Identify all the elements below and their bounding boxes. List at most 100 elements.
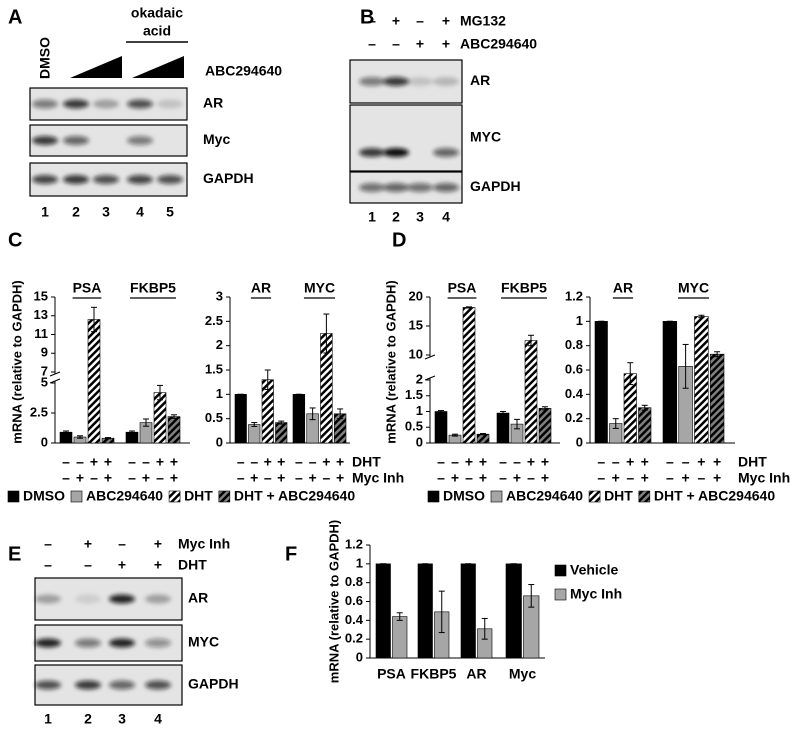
category-label: AR	[466, 666, 486, 682]
axis-break	[49, 378, 61, 384]
treatment-label: Myc Inh	[352, 470, 404, 486]
y-tick-label: 0	[576, 434, 583, 449]
legend-label: DHT	[184, 488, 213, 504]
treatment-sign: +	[465, 454, 473, 470]
bar	[538, 408, 552, 444]
dose-wedge	[132, 56, 184, 78]
treatment-sign: +	[392, 13, 400, 29]
band-label: Myc	[203, 131, 230, 147]
y-tick-label: 1.5	[205, 361, 223, 376]
treatment-sign: +	[76, 470, 84, 486]
legend-swatch	[70, 490, 83, 503]
treatment-sign: +	[170, 470, 178, 486]
blot-band	[383, 183, 409, 192]
y-tick-label: 0.6	[345, 593, 363, 608]
treatment-sign: –	[697, 470, 705, 486]
panel-label: A	[8, 6, 22, 28]
blot-band	[157, 99, 183, 109]
treatment-sign: –	[84, 557, 92, 573]
blot-band	[359, 77, 385, 86]
blot-band	[35, 638, 61, 648]
treatment-sign: –	[142, 454, 150, 470]
treatment-sign: +	[713, 470, 721, 486]
y-tick-label: 0	[416, 434, 423, 449]
bar	[638, 407, 652, 444]
treatment-sign: –	[90, 470, 98, 486]
y-tick-label: 2.5	[205, 313, 223, 328]
category-label: PSA	[448, 280, 477, 296]
treatment-sign: –	[626, 470, 634, 486]
bar	[694, 316, 709, 444]
bar	[167, 416, 181, 444]
legend-swatch	[554, 588, 567, 601]
treatment-sign: –	[237, 454, 245, 470]
axis-break	[424, 375, 436, 381]
y-tick-label: 0.4	[345, 612, 364, 627]
lane-number: 5	[166, 204, 174, 220]
treatment-sign: –	[451, 454, 459, 470]
treatment-sign: –	[682, 454, 690, 470]
treatment-sign: –	[62, 470, 70, 486]
bar	[460, 563, 476, 659]
treatment-sign: –	[44, 557, 52, 573]
lane-number: 3	[416, 209, 424, 225]
category-label: FKBP5	[130, 280, 176, 296]
blot-band	[109, 594, 135, 604]
treatment-sign: +	[641, 454, 649, 470]
y-tick-label: 10	[409, 346, 423, 361]
treatment-sign: –	[666, 454, 674, 470]
treatment-sign: –	[295, 454, 303, 470]
lane-number: 1	[44, 711, 52, 727]
panel-label: C	[8, 229, 22, 251]
y-tick-label: 0.5	[205, 410, 223, 425]
treatment-sign: –	[597, 454, 605, 470]
treatment-sign: –	[128, 470, 136, 486]
blot-band	[93, 99, 119, 109]
bar	[87, 319, 101, 444]
treatment-sign: –	[322, 470, 330, 486]
band-label: AR	[203, 95, 223, 111]
y-tick-label: 1	[216, 386, 223, 401]
blot-band	[127, 175, 153, 184]
y-tick-label: 1.2	[345, 536, 363, 551]
y-tick-label: 2	[216, 337, 223, 352]
bar	[434, 411, 448, 444]
lane-number: 4	[442, 209, 450, 225]
blot-band	[75, 638, 101, 648]
y-tick-label: 0.2	[565, 410, 583, 425]
y-tick-label: 1	[416, 403, 423, 418]
treatment-sign: +	[479, 470, 487, 486]
legend-swatch	[588, 490, 601, 503]
legend-label: DHT + ABC294640	[654, 488, 775, 504]
treatment-sign: +	[154, 536, 162, 552]
y-axis-label: mRNA (relative to GAPDH)	[326, 520, 341, 683]
blot-band	[145, 638, 171, 648]
blot-band	[63, 136, 89, 145]
legend-label: Myc Inh	[570, 586, 622, 602]
lane-header: acid	[143, 23, 171, 39]
bar	[505, 563, 522, 659]
treatment-sign: +	[336, 454, 344, 470]
blot-band	[407, 183, 433, 192]
blot-band	[75, 594, 101, 604]
bar	[476, 433, 490, 444]
blot-band	[433, 148, 459, 158]
treatment-sign: +	[416, 36, 424, 52]
treatment-sign: +	[541, 470, 549, 486]
treatment-sign: +	[713, 454, 721, 470]
panel-label: E	[8, 543, 21, 565]
bar	[292, 394, 306, 444]
lane-number: 1	[368, 209, 376, 225]
blot-band	[109, 680, 135, 690]
legend-label: DHT + ABC294640	[234, 488, 355, 504]
treatment-sign: +	[154, 557, 162, 573]
legend-label: ABC294640	[506, 488, 583, 504]
blot-band	[32, 99, 58, 109]
treatment-sign: +	[118, 557, 126, 573]
lane-number: 2	[84, 711, 92, 727]
bar	[709, 353, 725, 444]
treatment-sign: –	[499, 454, 507, 470]
legend-swatch	[638, 490, 651, 503]
legend-swatch	[490, 490, 503, 503]
treatment-sign: –	[118, 536, 126, 552]
